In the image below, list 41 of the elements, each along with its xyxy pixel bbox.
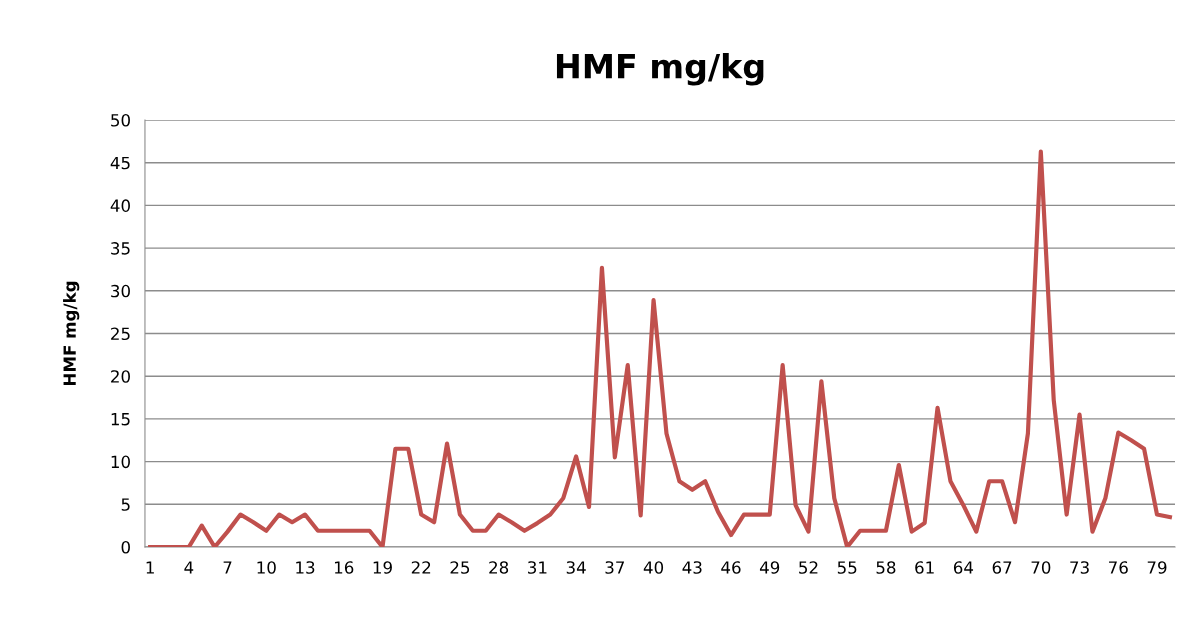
y-tick-label: 15 <box>111 413 130 426</box>
x-tick-label: 22 <box>411 561 431 574</box>
x-tick-label: 31 <box>528 561 547 574</box>
x-tick-label: 19 <box>373 561 392 574</box>
x-tick-label: 70 <box>1031 561 1051 574</box>
x-tick-label: 46 <box>721 561 741 574</box>
y-tick-label: 35 <box>111 242 130 255</box>
x-tick-label: 1 <box>146 561 154 574</box>
x-tick-label: 49 <box>759 561 780 574</box>
y-axis-title: HMF mg/kg <box>63 281 80 386</box>
x-tick-label: 58 <box>876 561 896 574</box>
x-tick-label: 7 <box>223 561 232 574</box>
x-tick-label: 55 <box>837 561 857 574</box>
y-tick-label: 50 <box>111 113 130 127</box>
x-tick-label: 79 <box>1147 561 1167 574</box>
x-tick-label: 76 <box>1109 561 1128 574</box>
y-tick-label: 25 <box>111 327 130 341</box>
x-tick-label: 28 <box>489 561 509 574</box>
x-tick-label: 13 <box>296 561 315 574</box>
y-tick-label: 5 <box>121 498 130 511</box>
x-tick-label: 34 <box>566 561 586 574</box>
x-tick-label: 64 <box>953 561 974 574</box>
x-tick-label: 10 <box>257 561 276 574</box>
x-tick-label: 16 <box>334 561 354 574</box>
chart-title: HMF mg/kg <box>556 53 764 86</box>
line-series <box>148 149 1172 547</box>
y-tick-label: 30 <box>111 284 130 298</box>
y-tick-label: 40 <box>110 199 130 212</box>
x-tick-label: 37 <box>605 561 625 574</box>
x-tick-label: 40 <box>643 561 664 574</box>
x-tick-label: 61 <box>915 561 934 574</box>
y-tick-label: 45 <box>110 156 130 170</box>
x-tick-label: 4 <box>184 561 194 574</box>
x-tick-label: 52 <box>799 561 818 574</box>
x-tick-label: 73 <box>1070 561 1089 574</box>
y-tick-label: 20 <box>111 370 130 383</box>
x-tick-label: 25 <box>450 561 470 574</box>
y-tick-label: 0 <box>121 540 130 554</box>
x-tick-label: 67 <box>992 561 1012 574</box>
y-tick-label: 10 <box>111 455 130 469</box>
x-tick-label: 43 <box>682 561 702 574</box>
